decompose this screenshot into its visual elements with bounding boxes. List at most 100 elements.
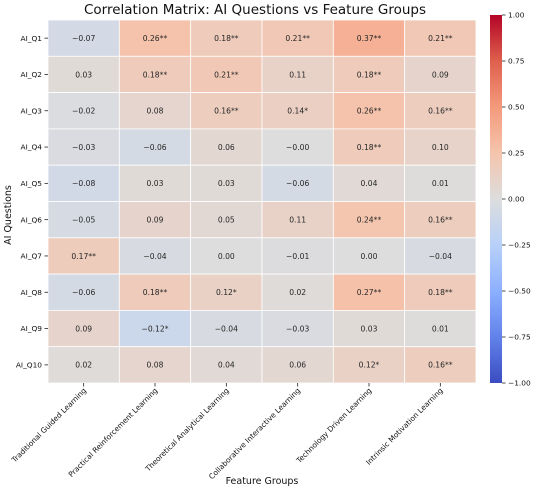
cell-value-label: 0.21** bbox=[428, 34, 453, 43]
cell-value-label: 0.27** bbox=[357, 288, 382, 297]
colorbar-tick-label: 1.00 bbox=[508, 11, 525, 20]
cell-value-label: 0.26** bbox=[357, 107, 382, 116]
cell-value-label: −0.06 bbox=[286, 179, 309, 188]
cell-value-label: −0.03 bbox=[72, 143, 95, 152]
cell-value-label: 0.16** bbox=[214, 107, 239, 116]
heatmap-cell bbox=[47, 19, 120, 57]
chart-title: Correlation Matrix: AI Questions vs Feat… bbox=[84, 2, 426, 18]
heatmap-cell bbox=[332, 92, 406, 130]
x-tick-label: Theoretical Analytical Learning bbox=[143, 386, 231, 474]
cell-value-label: 0.21** bbox=[214, 70, 239, 79]
heatmap-cell bbox=[261, 55, 334, 93]
cell-value-label: 0.37** bbox=[357, 34, 382, 43]
heatmap-cell bbox=[47, 128, 120, 166]
y-axis-title: AI Questions bbox=[3, 185, 14, 245]
cell-value-label: 0.03 bbox=[218, 179, 235, 188]
cell-value-label: −0.04 bbox=[215, 324, 238, 333]
y-tick-label: AI_Q10 bbox=[16, 360, 42, 369]
heatmap-cell bbox=[118, 128, 192, 166]
cell-value-label: 0.08 bbox=[147, 107, 164, 116]
heatmap-cell bbox=[190, 128, 263, 166]
cell-value-label: −0.05 bbox=[72, 215, 95, 224]
cell-value-label: 0.12* bbox=[216, 288, 237, 297]
cell-value-label: −0.06 bbox=[143, 143, 166, 152]
x-tick-label: Technology Driven Learning bbox=[294, 386, 374, 466]
cell-value-label: 0.06 bbox=[218, 143, 235, 152]
heatmap-cell bbox=[47, 237, 120, 275]
heatmap-cell bbox=[332, 273, 406, 311]
cell-value-label: 0.03 bbox=[75, 70, 92, 79]
heatmap-cells: −0.07 0.26** 0.18** 0.21** 0.37** 0.21** 0.03 0… bbox=[47, 19, 477, 384]
cell-value-label: 0.10 bbox=[432, 143, 449, 152]
heatmap-cell bbox=[118, 19, 192, 57]
cell-value-label: 0.00 bbox=[218, 252, 235, 261]
cell-value-label: 0.04 bbox=[218, 361, 235, 370]
heatmap-cell bbox=[332, 128, 406, 166]
heatmap-cell bbox=[47, 309, 120, 348]
heatmap-cell bbox=[118, 309, 192, 348]
cell-value-label: −0.04 bbox=[143, 252, 166, 261]
heatmap-cell bbox=[47, 164, 120, 202]
cell-value-label: 0.18** bbox=[143, 288, 168, 297]
cell-value-label: 0.00 bbox=[361, 252, 378, 261]
heatmap-cell bbox=[404, 92, 477, 130]
cell-value-label: 0.18** bbox=[143, 70, 168, 79]
heatmap-cell bbox=[118, 346, 192, 384]
cell-value-label: −0.06 bbox=[72, 288, 95, 297]
cell-value-label: 0.16** bbox=[428, 215, 453, 224]
cell-value-label: −0.02 bbox=[72, 107, 95, 116]
heatmap-cell bbox=[118, 92, 192, 130]
cell-value-label: 0.11 bbox=[289, 215, 306, 224]
colorbar-tick-label: −0.75 bbox=[508, 333, 531, 342]
cell-value-label: 0.16** bbox=[428, 361, 453, 370]
cell-value-label: −0.01 bbox=[286, 252, 309, 261]
heatmap-cell bbox=[190, 309, 263, 348]
heatmap-cell bbox=[261, 92, 334, 130]
y-tick-label: AI_Q4 bbox=[21, 143, 43, 152]
y-tick-label: AI_Q6 bbox=[21, 215, 43, 224]
x-tick-label: Intrinsic Motivation Learning bbox=[364, 386, 445, 467]
heatmap-cell bbox=[332, 346, 406, 384]
cell-value-label: 0.09 bbox=[75, 324, 92, 333]
cell-value-label: −0.03 bbox=[286, 324, 309, 333]
y-tick-label: AI_Q7 bbox=[21, 252, 43, 261]
heatmap-cell bbox=[190, 19, 263, 57]
cell-value-label: 0.04 bbox=[361, 179, 378, 188]
cell-value-label: 0.18** bbox=[214, 34, 239, 43]
colorbar-tick-label: 0.50 bbox=[508, 103, 525, 112]
colorbar-tick-label: −0.25 bbox=[508, 241, 531, 250]
heatmap-cell bbox=[332, 164, 406, 202]
cell-value-label: 0.18** bbox=[428, 288, 453, 297]
heatmap-cell bbox=[261, 164, 334, 202]
cell-value-label: −0.04 bbox=[429, 252, 452, 261]
heatmap-cell bbox=[47, 201, 120, 239]
heatmap-cell bbox=[404, 128, 477, 166]
cell-value-label: 0.12* bbox=[359, 361, 380, 370]
cell-value-label: −0.08 bbox=[72, 179, 95, 188]
y-tick-label: AI_Q1 bbox=[21, 34, 43, 43]
cell-value-label: 0.18** bbox=[357, 143, 382, 152]
heatmap-cell bbox=[190, 164, 263, 202]
heatmap-cell bbox=[47, 346, 120, 384]
x-tick-label: Traditional Guided Learning bbox=[9, 386, 88, 465]
heatmap-cell bbox=[404, 237, 477, 275]
x-axis-title: Feature Groups bbox=[226, 476, 299, 487]
cell-value-label: −0.07 bbox=[72, 34, 95, 43]
cell-value-label: 0.01 bbox=[432, 179, 449, 188]
heatmap-cell bbox=[404, 201, 477, 239]
heatmap-cell bbox=[261, 237, 334, 275]
y-tick-label: AI_Q2 bbox=[21, 70, 42, 79]
cell-value-label: −0.12* bbox=[141, 324, 168, 333]
colorbar-tick-label: 0.00 bbox=[508, 195, 525, 204]
heatmap-cell bbox=[404, 164, 477, 202]
heatmap-cell bbox=[261, 273, 334, 311]
heatmap-cell bbox=[190, 237, 263, 275]
cell-value-label: 0.26** bbox=[143, 34, 168, 43]
cell-value-label: 0.01 bbox=[432, 324, 449, 333]
cell-value-label: 0.21** bbox=[285, 34, 310, 43]
cell-value-label: 0.02 bbox=[289, 288, 306, 297]
y-tick-label: AI_Q5 bbox=[21, 179, 43, 188]
cell-value-label: 0.24** bbox=[357, 215, 382, 224]
heatmap-cell bbox=[47, 273, 120, 311]
